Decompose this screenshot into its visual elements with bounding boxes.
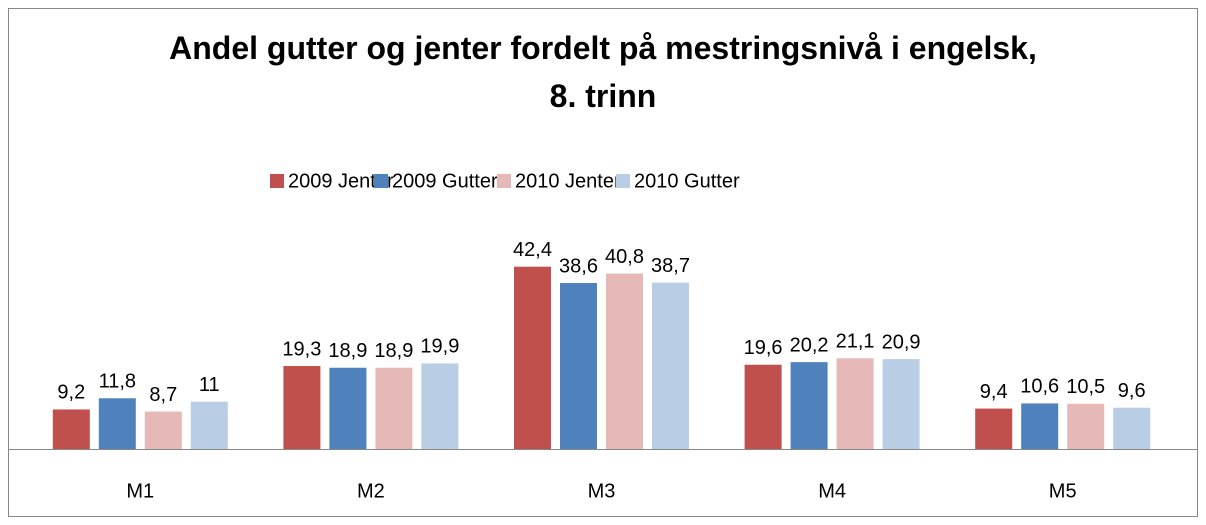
bar [790,362,828,449]
legend-label: 2010 Jenter [515,170,621,192]
bar [744,364,782,449]
bar [190,401,228,449]
data-label: 10,5 [1066,376,1105,398]
bar [882,359,920,449]
data-label: 11,8 [99,371,136,393]
data-label: 38,6 [559,255,598,277]
bar [836,358,874,449]
data-label: 20,2 [790,334,829,356]
bar [1113,407,1151,449]
bar [606,273,643,449]
legend-swatch [497,174,511,188]
data-label: 8,7 [149,384,177,406]
data-label: 9,6 [1118,380,1146,402]
data-label: 20,9 [882,331,921,353]
bar [98,398,136,449]
data-label: 42,4 [513,239,552,261]
legend-swatch [616,174,630,188]
bar [975,408,1013,449]
x-tick-label: M5 [1049,480,1077,502]
bar [1067,403,1105,449]
bar [514,266,551,449]
bar [52,409,90,449]
data-label: 19,9 [420,336,459,358]
legend-label: 2009 Jenter [288,170,394,192]
bar [560,283,597,449]
data-label: 9,2 [57,382,85,404]
bar [652,282,689,449]
bar [329,367,367,449]
legend-label: 2010 Gutter [634,170,740,192]
data-label: 19,3 [282,338,321,360]
chart-title: Andel gutter og jenter fordelt på mestri… [169,30,1037,114]
data-label: 10,6 [1020,376,1059,398]
x-tick-label: M2 [357,480,385,502]
bar [375,367,413,449]
x-tick-label: M1 [126,480,154,502]
data-label: 11 [199,374,220,396]
legend-swatch [374,174,388,188]
bar [421,363,459,449]
data-label: 40,8 [605,246,644,268]
x-tick-label: M4 [818,480,846,502]
data-label: 19,6 [744,337,783,359]
data-label: 38,7 [651,255,690,277]
data-label: 21,1 [836,331,875,353]
data-label: 18,9 [328,340,367,362]
legend-swatch [270,174,284,188]
bar [283,366,321,449]
x-tick-label: M3 [588,480,616,502]
legend-label: 2009 Gutter [392,170,498,192]
bar [144,411,182,449]
data-label: 9,4 [980,381,1008,403]
bar [1021,403,1059,449]
data-label: 18,9 [374,340,413,362]
